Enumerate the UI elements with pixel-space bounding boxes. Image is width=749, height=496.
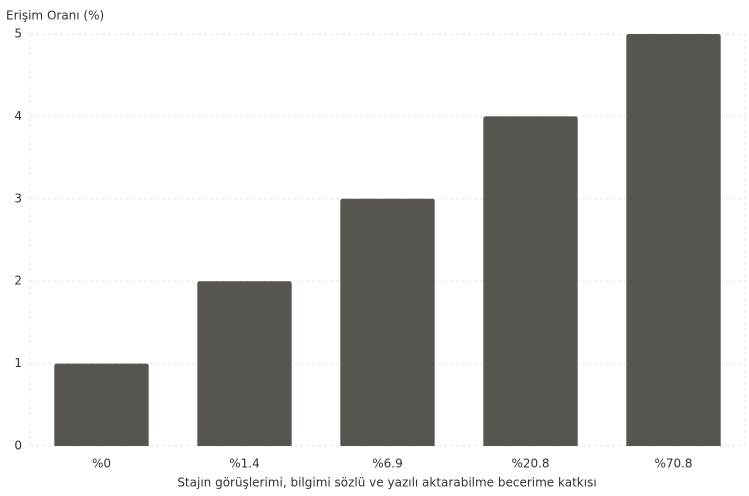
y-tick-label: 3 xyxy=(14,191,22,205)
y-tick-label: 2 xyxy=(14,274,22,288)
x-axis-title: Stajın görüşlerimi, bilgimi sözlü ve yaz… xyxy=(177,476,596,490)
y-tick-label: 1 xyxy=(14,356,22,370)
bar xyxy=(340,198,435,446)
y-tick-label: 5 xyxy=(14,27,22,41)
x-tick-label: %1.4 xyxy=(229,457,260,471)
y-tick-label: 0 xyxy=(14,439,22,453)
y-axis-title: Erişim Oranı (%) xyxy=(6,9,104,23)
bar xyxy=(626,34,721,446)
x-tick-label: %20.8 xyxy=(511,457,549,471)
y-tick-label: 4 xyxy=(14,109,22,123)
bar xyxy=(483,116,578,447)
x-tick-label: %6.9 xyxy=(372,457,403,471)
bar xyxy=(197,281,292,446)
bar xyxy=(54,363,149,446)
x-tick-label: %0 xyxy=(92,457,111,471)
x-tick-label: %70.8 xyxy=(654,457,692,471)
